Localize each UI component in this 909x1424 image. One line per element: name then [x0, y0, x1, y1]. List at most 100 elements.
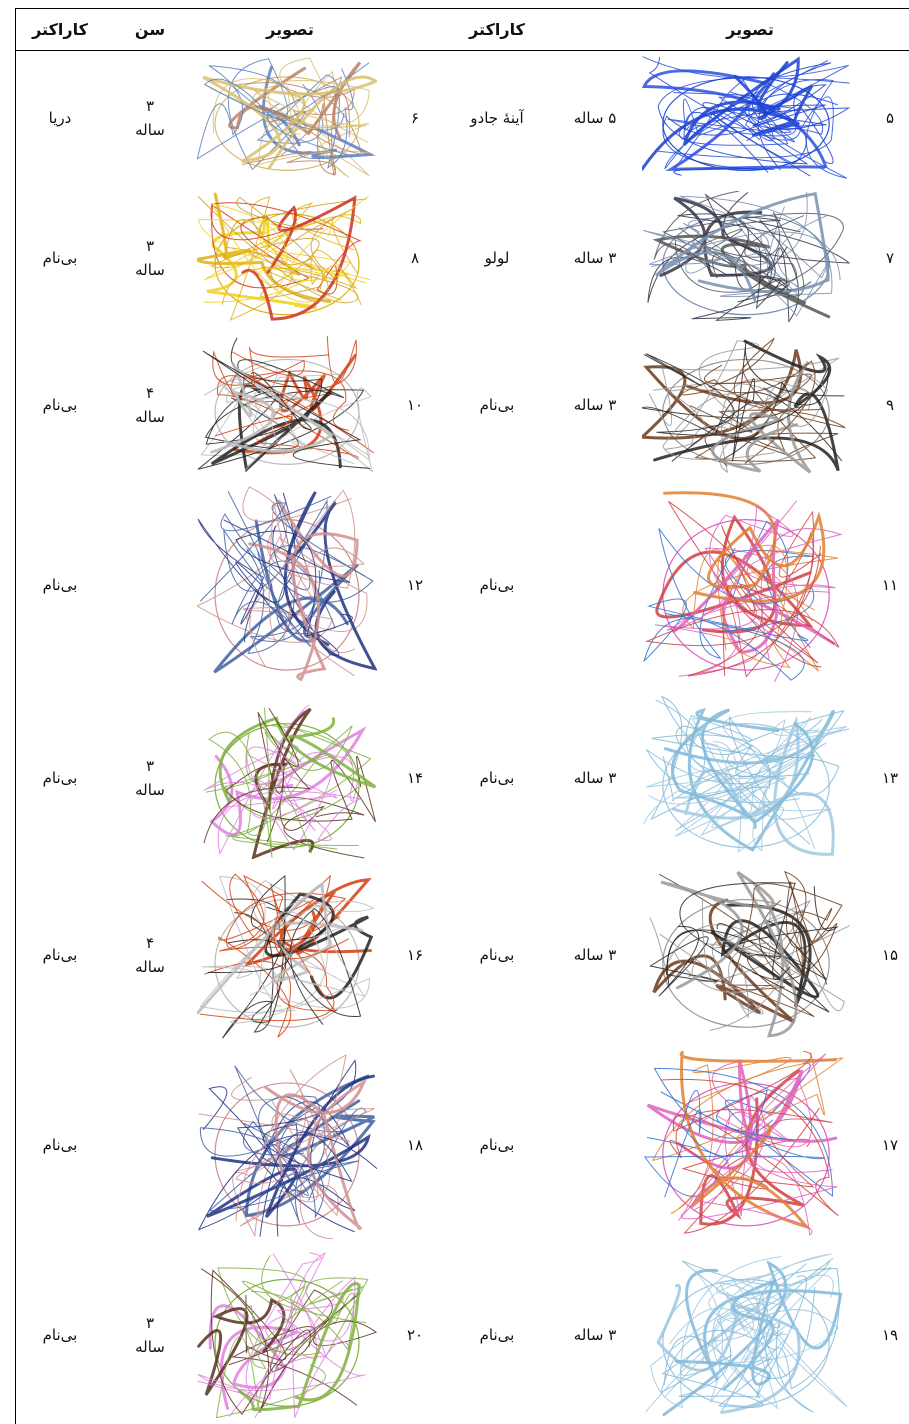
- drawing: [642, 337, 846, 474]
- stroke: [211, 195, 369, 303]
- stroke: [236, 196, 355, 303]
- stroke: [251, 707, 315, 859]
- stroke: [681, 379, 846, 433]
- stroke: [210, 1269, 311, 1415]
- age: ۳ ساله: [135, 236, 165, 279]
- stroke: [648, 56, 834, 159]
- stroke: [225, 386, 370, 461]
- header-rule: [15, 50, 909, 51]
- stroke: [227, 58, 324, 171]
- stroke: [665, 211, 805, 297]
- item-number: ۲۰: [406, 1325, 424, 1344]
- stroke: [682, 549, 839, 651]
- item-number: ۵: [885, 108, 895, 127]
- stroke: [647, 216, 801, 303]
- character-name: بی‌نام: [42, 768, 78, 787]
- stroke: [199, 873, 335, 1022]
- stroke: [657, 77, 850, 165]
- stroke: [643, 353, 829, 436]
- stroke: [699, 1069, 804, 1226]
- stroke: [663, 491, 826, 603]
- stroke: [711, 1253, 848, 1407]
- stroke: [210, 384, 342, 473]
- stroke: [653, 191, 792, 294]
- stroke: [679, 191, 833, 298]
- item-number: ۱۸: [406, 1136, 424, 1154]
- stroke: [662, 373, 829, 460]
- drawing: [645, 1253, 848, 1417]
- stroke: [229, 1301, 351, 1418]
- stroke: [662, 76, 830, 171]
- age: ۳ ساله: [573, 946, 617, 964]
- header: تصویر: [266, 20, 314, 40]
- stroke: [231, 1069, 330, 1203]
- stroke: [683, 102, 850, 177]
- stroke: [267, 911, 366, 998]
- stroke: [671, 342, 845, 462]
- stroke: [200, 1268, 377, 1414]
- stroke: [217, 373, 341, 451]
- stroke: [707, 337, 824, 464]
- drawing: [197, 192, 371, 321]
- age: ۵ ساله: [573, 108, 617, 127]
- stroke: [643, 728, 850, 824]
- age: ۳ ساله: [573, 768, 617, 787]
- item-number: ۱۶: [406, 946, 424, 964]
- stroke: [266, 76, 343, 175]
- stroke: [266, 906, 362, 1025]
- stroke: [229, 900, 370, 1024]
- stroke: [677, 192, 850, 290]
- stroke: [214, 76, 360, 171]
- stroke: [250, 85, 366, 149]
- drawing: [649, 871, 850, 1038]
- item-number: ۱۵: [881, 946, 899, 964]
- stroke: [645, 1266, 832, 1412]
- character-name: بی‌نام: [42, 946, 78, 964]
- item-number: ۷: [885, 248, 895, 267]
- stroke: [199, 880, 375, 1013]
- stroke: [218, 716, 377, 804]
- stroke: [666, 886, 839, 985]
- stroke: [643, 598, 809, 681]
- drawing: [197, 873, 375, 1039]
- stroke: [723, 544, 820, 672]
- stroke: [659, 873, 833, 981]
- character-name: دریا: [48, 108, 72, 127]
- stroke: [653, 340, 775, 439]
- drawing: [643, 696, 850, 856]
- age: ۳ ساله: [573, 396, 617, 414]
- stroke: [223, 753, 359, 846]
- stroke: [649, 925, 776, 997]
- stroke: [201, 875, 282, 1007]
- item-number: ۱۳: [881, 768, 899, 787]
- drawing: [643, 191, 850, 323]
- stroke: [664, 1089, 795, 1198]
- character-name: بی‌نام: [42, 396, 78, 414]
- stroke: [678, 1053, 833, 1236]
- stroke: [279, 57, 370, 148]
- stroke: [198, 219, 332, 303]
- stroke: [756, 1267, 840, 1398]
- character-name: لولو: [484, 248, 510, 267]
- character-name: بی‌نام: [479, 1325, 515, 1344]
- stroke: [701, 528, 843, 660]
- stroke: [242, 878, 372, 968]
- stroke: [223, 519, 353, 637]
- stroke: [246, 746, 336, 851]
- stroke: [688, 871, 828, 1018]
- stroke: [199, 1123, 325, 1219]
- stroke: [236, 1059, 357, 1237]
- stroke: [241, 195, 357, 321]
- drawing: [643, 1051, 845, 1236]
- stroke: [197, 881, 364, 1015]
- item-number: ۱۰: [406, 396, 424, 414]
- stroke: [242, 523, 368, 632]
- stroke: [235, 1054, 375, 1222]
- stroke: [221, 249, 362, 306]
- item-number: ۱۷: [881, 1136, 899, 1154]
- stroke: [200, 495, 374, 603]
- drawing: [197, 57, 377, 179]
- stroke: [243, 1280, 364, 1370]
- stroke: [675, 715, 811, 845]
- stroke: [210, 78, 370, 134]
